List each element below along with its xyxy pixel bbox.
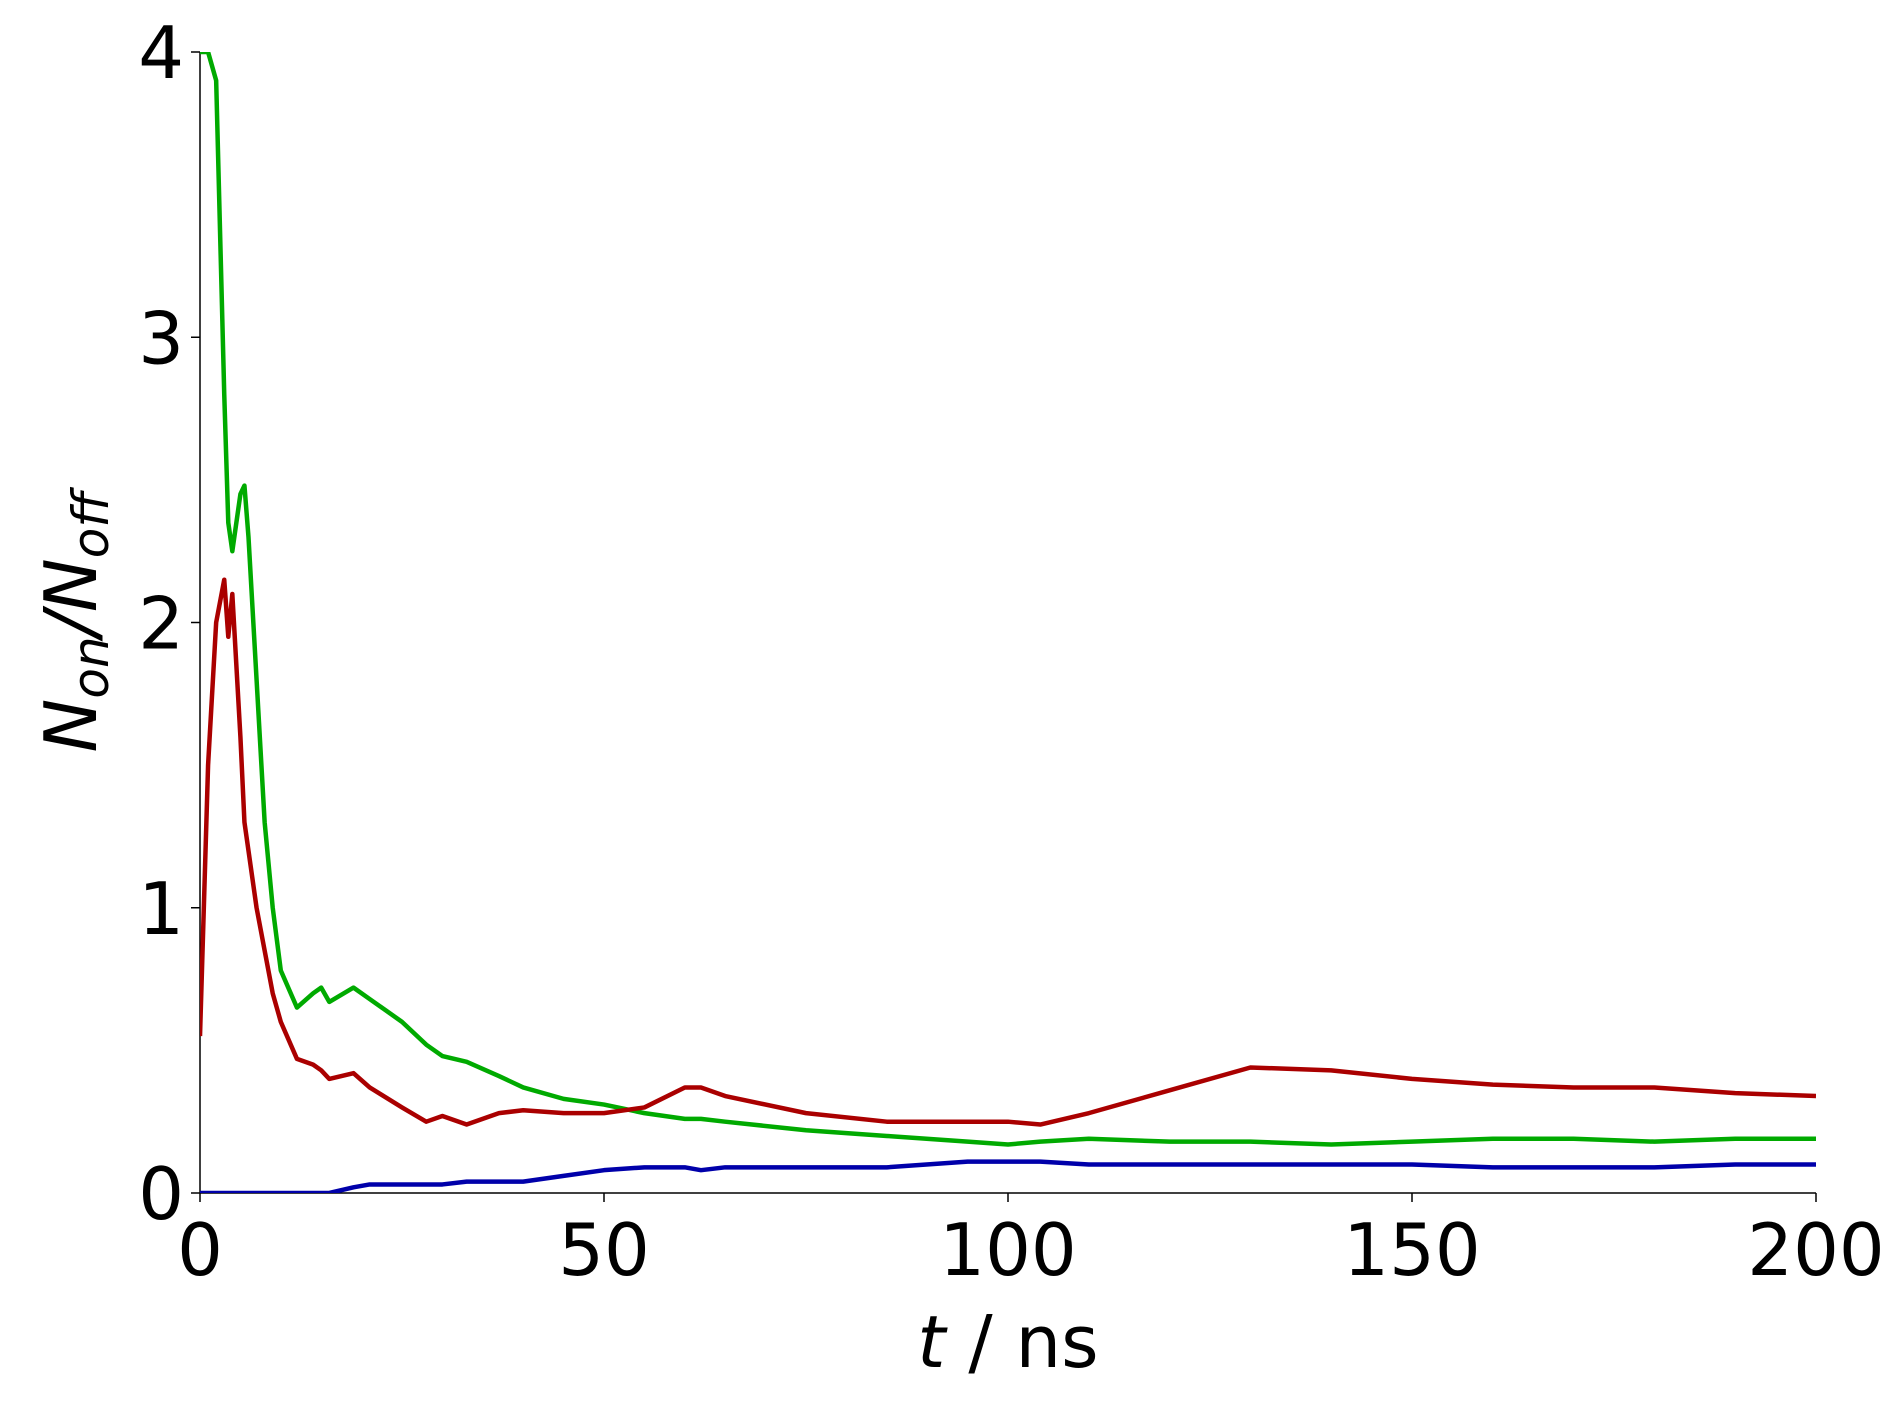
plot-area bbox=[200, 52, 1816, 1193]
y-label-part: N bbox=[29, 699, 113, 753]
y-tick-label: 3 bbox=[138, 296, 184, 380]
y-axis-label: Non/Noff bbox=[29, 487, 120, 753]
x-tick-label: 150 bbox=[1343, 1208, 1480, 1292]
x-axis-label: t / ns bbox=[917, 1300, 1098, 1384]
data-line bbox=[200, 1159, 1816, 1193]
y-label-part: N bbox=[29, 558, 113, 612]
data-line bbox=[200, 52, 1816, 1147]
x-label-var: t bbox=[917, 1300, 948, 1384]
y-tick-label: 1 bbox=[138, 867, 184, 951]
x-tick-label: 0 bbox=[177, 1208, 223, 1292]
y-tick-label: 2 bbox=[138, 582, 184, 666]
x-tick-label: 100 bbox=[939, 1208, 1076, 1292]
y-tick-label: 4 bbox=[138, 11, 184, 95]
x-tick-label: 200 bbox=[1747, 1208, 1884, 1292]
data-line bbox=[200, 577, 1816, 1127]
y-label-part: on bbox=[62, 636, 120, 698]
y-label-part: off bbox=[62, 487, 120, 559]
y-tick-label: 0 bbox=[138, 1152, 184, 1236]
x-tick-label: 50 bbox=[558, 1208, 650, 1292]
x-label-unit: / ns bbox=[946, 1300, 1099, 1384]
